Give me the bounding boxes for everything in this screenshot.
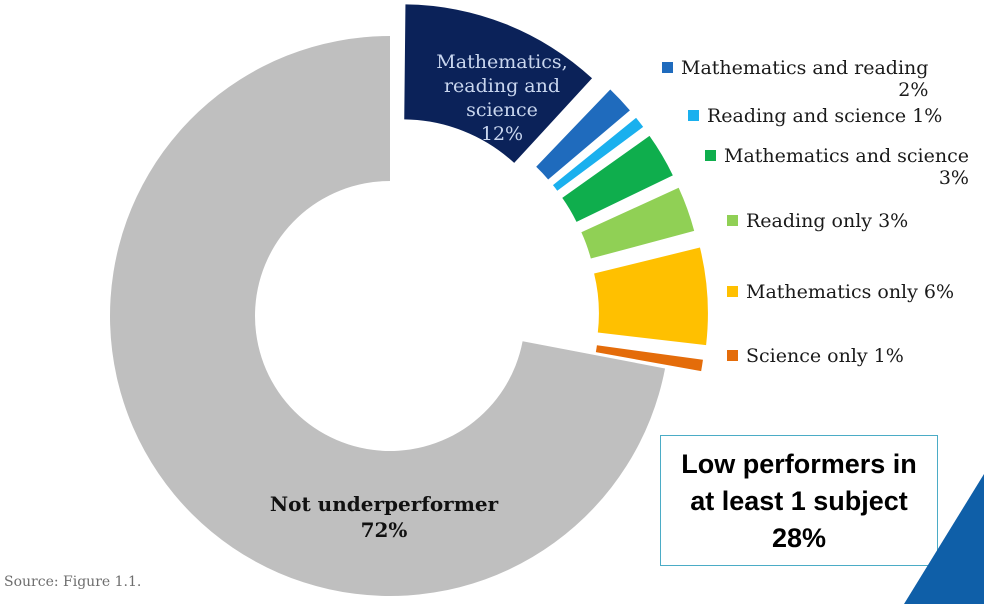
legend-label-cont-2: 3%: [938, 167, 969, 189]
slice-7: [109, 36, 666, 596]
legend-swatch-0: [662, 62, 673, 73]
legend-swatch-5: [727, 350, 738, 361]
callout-line-1: Low performers in: [681, 449, 917, 479]
legend-label-2: Mathematics and science: [724, 145, 969, 167]
slice-label-not-underperformer-1: 72%: [361, 518, 408, 542]
legend-swatch-2: [705, 150, 716, 161]
legend-item-3: Reading only 3%: [727, 210, 908, 232]
slice-2: [552, 117, 644, 191]
slice-label-math-reading-science-1: reading and: [444, 75, 560, 97]
legend-item-1: Reading and science 1%: [688, 105, 942, 127]
legend-item-0: Mathematics and reading 2%: [662, 57, 928, 101]
legend-item-5: Science only 1%: [727, 345, 904, 367]
callout-line-2: at least 1 subject: [690, 486, 908, 516]
slice-5: [594, 247, 708, 346]
legend-label-5: Science only 1%: [746, 345, 904, 367]
legend-item-2: Mathematics and science 3%: [705, 145, 969, 189]
slice-1: [536, 89, 630, 180]
corner-decoration: [904, 474, 984, 604]
slice-4: [581, 187, 695, 259]
legend-label-1: Reading and science 1%: [707, 105, 943, 127]
slice-0: [404, 4, 593, 163]
legend-swatch-4: [727, 286, 738, 297]
callout-line-3: 28%: [771, 523, 827, 553]
slice-6: [595, 345, 703, 372]
slice-3: [562, 135, 673, 222]
source-note: Source: Figure 1.1.: [4, 574, 142, 590]
slice-label-not-underperformer-0: Not underperformer: [270, 492, 499, 516]
legend-label-cont-0: 2%: [898, 79, 929, 101]
legend-label-4: Mathematics only 6%: [746, 281, 955, 303]
legend-swatch-3: [727, 215, 738, 226]
summary-callout: Low performers in at least 1 subject 28%: [660, 435, 938, 566]
slice-label-math-reading-science-0: Mathematics,: [436, 51, 567, 73]
legend-label-0: Mathematics and reading: [681, 57, 929, 79]
legend-label-3: Reading only 3%: [746, 210, 909, 232]
slice-label-math-reading-science-2: science: [466, 99, 538, 121]
slice-label-math-reading-science-3: 12%: [481, 123, 523, 145]
legend-item-4: Mathematics only 6%: [727, 281, 954, 303]
legend-swatch-1: [688, 110, 699, 121]
